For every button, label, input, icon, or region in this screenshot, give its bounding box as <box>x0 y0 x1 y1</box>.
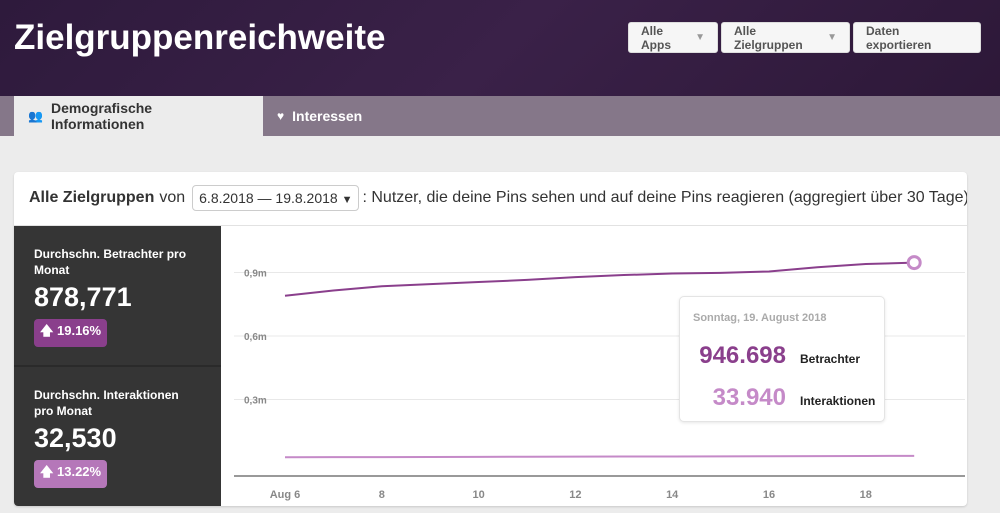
tab-demographics[interactable]: 👥 Demografische Informationen <box>14 96 263 136</box>
stat-interactions: Durchschn. Interaktionen pro Monat 32,53… <box>14 365 221 504</box>
tab-label: Demografische Informationen <box>50 100 153 132</box>
caret-down-icon: ▼ <box>827 32 837 43</box>
tooltip-date: Sonntag, 19. August 2018 <box>693 312 827 324</box>
highlight-point <box>906 255 922 271</box>
x-tick-label: 16 <box>763 489 775 501</box>
date-range-select[interactable]: 6.8.2018 — 19.8.2018 ▼ <box>192 185 360 211</box>
change-value: 13.22% <box>57 464 102 479</box>
tooltip-viewers-value: 946.698 <box>699 342 786 369</box>
heart-icon: ♥ <box>277 109 285 123</box>
apps-dropdown-label: Alle Apps <box>641 23 671 52</box>
tooltip-interactions-value: 33.940 <box>712 384 786 411</box>
tab-label: Interessen <box>292 108 363 124</box>
export-button[interactable]: Daten exportieren <box>853 22 981 53</box>
stat-label: Durchschn. Betrachter pro Monat <box>34 247 187 277</box>
x-tick-label: 8 <box>379 489 385 501</box>
date-range-value: 6.8.2018 — 19.8.2018 <box>199 190 338 206</box>
x-tick-label: Aug 6 <box>270 489 301 501</box>
y-tick-label: 0,9m <box>244 269 267 280</box>
change-value: 19.16% <box>57 323 102 338</box>
stat-viewers: Durchschn. Betrachter pro Monat 878,771 … <box>14 226 221 365</box>
page-title: Zielgruppenreichweite <box>14 18 386 57</box>
divider <box>14 225 967 226</box>
tab-interests[interactable]: ♥ Interessen <box>263 96 376 136</box>
tooltip-interactions-label: Interaktionen <box>800 394 876 408</box>
x-tick-label: 12 <box>569 489 581 501</box>
audiences-dropdown-label: Alle Zielgruppen <box>734 23 803 52</box>
audience-label: Alle Zielgruppen <box>29 189 155 206</box>
x-tick-label: 18 <box>860 489 872 501</box>
apps-dropdown[interactable]: Alle Apps ▼ <box>628 22 718 53</box>
y-tick-label: 0,3m <box>244 396 267 407</box>
tooltip-viewers-label: Betrachter <box>800 352 861 366</box>
stats-sidebar: Durchschn. Betrachter pro Monat 878,771 … <box>14 226 221 506</box>
arrow-up-icon: 🡅 <box>40 323 54 338</box>
change-badge: 🡅 19.16% <box>34 319 108 347</box>
chart-tooltip: Sonntag, 19. August 2018 946.698 Betrach… <box>679 296 885 422</box>
x-tick-label: 14 <box>666 489 679 501</box>
stat-label: Durchschn. Interaktionen pro Monat <box>34 388 179 418</box>
users-icon: 👥 <box>28 109 43 123</box>
y-tick-label: 0,6m <box>244 332 267 343</box>
change-badge: 🡅 13.22% <box>34 460 108 488</box>
von-label: von <box>159 189 186 206</box>
tab-bar: 👥 Demografische Informationen ♥ Interessen <box>0 96 1000 136</box>
caret-down-icon: ▼ <box>341 194 353 206</box>
arrow-up-icon: 🡅 <box>40 464 54 479</box>
caret-down-icon: ▼ <box>695 32 705 43</box>
series-line-betrachter <box>284 261 915 297</box>
audiences-dropdown[interactable]: Alle Zielgruppen ▼ <box>721 22 850 53</box>
header: Zielgruppenreichweite Alle Apps ▼ Alle Zi… <box>0 0 1000 96</box>
stat-value: 32,530 <box>34 423 117 453</box>
stat-value: 878,771 <box>34 282 132 312</box>
series-line-interaktionen <box>284 454 915 459</box>
x-tick-label: 10 <box>472 489 484 501</box>
card-header: Alle Zielgruppen von 6.8.2018 — 19.8.201… <box>29 185 967 211</box>
card-description: : Nutzer, die deine Pins sehen und auf d… <box>362 189 967 206</box>
export-button-label: Daten exportieren <box>866 23 932 52</box>
reach-chart: 0,3m 0,6m 0,9m Aug 6 8 10 12 14 16 18 <box>234 255 965 501</box>
reach-card: Alle Zielgruppen von 6.8.2018 — 19.8.201… <box>14 172 967 506</box>
